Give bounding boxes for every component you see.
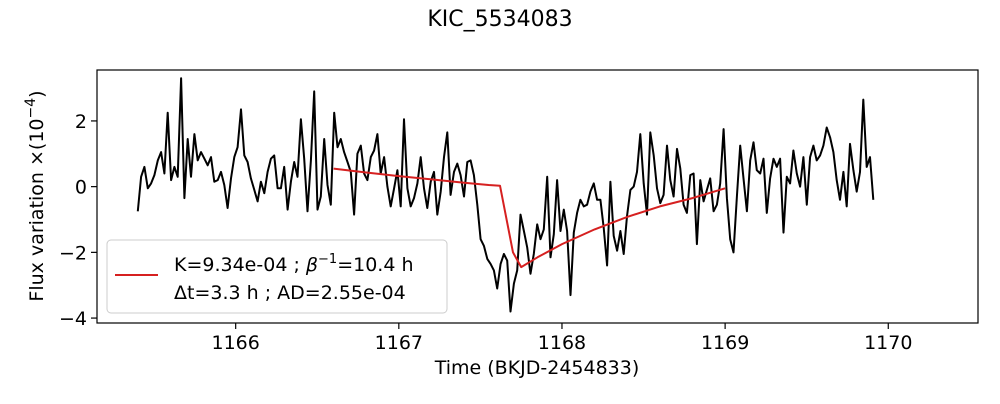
y-tick-label: 0 xyxy=(75,177,87,199)
legend-line-1-part-b: =10.4 h xyxy=(337,254,413,276)
legend-line-1: K=9.34e-04 ; β−1=10.4 h xyxy=(174,252,414,276)
y-axis-ticks: −4 −2 0 2 xyxy=(59,111,97,330)
legend: K=9.34e-04 ; β−1=10.4 h Δt=3.3 h ; AD=2.… xyxy=(106,239,448,314)
x-tick-label: 1168 xyxy=(538,332,586,354)
legend-box xyxy=(106,239,448,314)
plot-area xyxy=(136,77,875,313)
plot-frame xyxy=(96,69,979,324)
flux-data-line xyxy=(136,77,875,313)
legend-line-2: Δt=3.3 h ; AD=2.55e-04 xyxy=(174,282,406,304)
y-tick-label: 2 xyxy=(75,111,87,133)
x-axis-label: Time (BKJD-2454833) xyxy=(434,357,640,379)
legend-beta-symbol: β xyxy=(305,254,318,276)
y-tick-label: −2 xyxy=(59,242,87,264)
x-tick-label: 1169 xyxy=(701,332,749,354)
y-axis-label-text: Flux variation ×(10 xyxy=(26,118,48,301)
x-tick-label: 1167 xyxy=(375,332,423,354)
legend-line-1-part-a: K=9.34e-04 ; xyxy=(174,254,306,276)
y-axis-label-exponent: −4 xyxy=(23,98,39,119)
model-fit-line xyxy=(333,167,726,269)
legend-beta-exponent: −1 xyxy=(318,252,337,267)
chart-title: KIC_5534083 xyxy=(427,7,572,32)
x-axis-ticks: 1166 1167 1168 1169 1170 xyxy=(211,323,912,354)
y-axis-label: Flux variation ×(10−4) xyxy=(23,90,48,301)
x-tick-label: 1166 xyxy=(211,332,259,354)
y-tick-label: −4 xyxy=(59,308,87,330)
y-axis-label-close: ) xyxy=(26,90,48,97)
x-tick-label: 1170 xyxy=(864,332,912,354)
